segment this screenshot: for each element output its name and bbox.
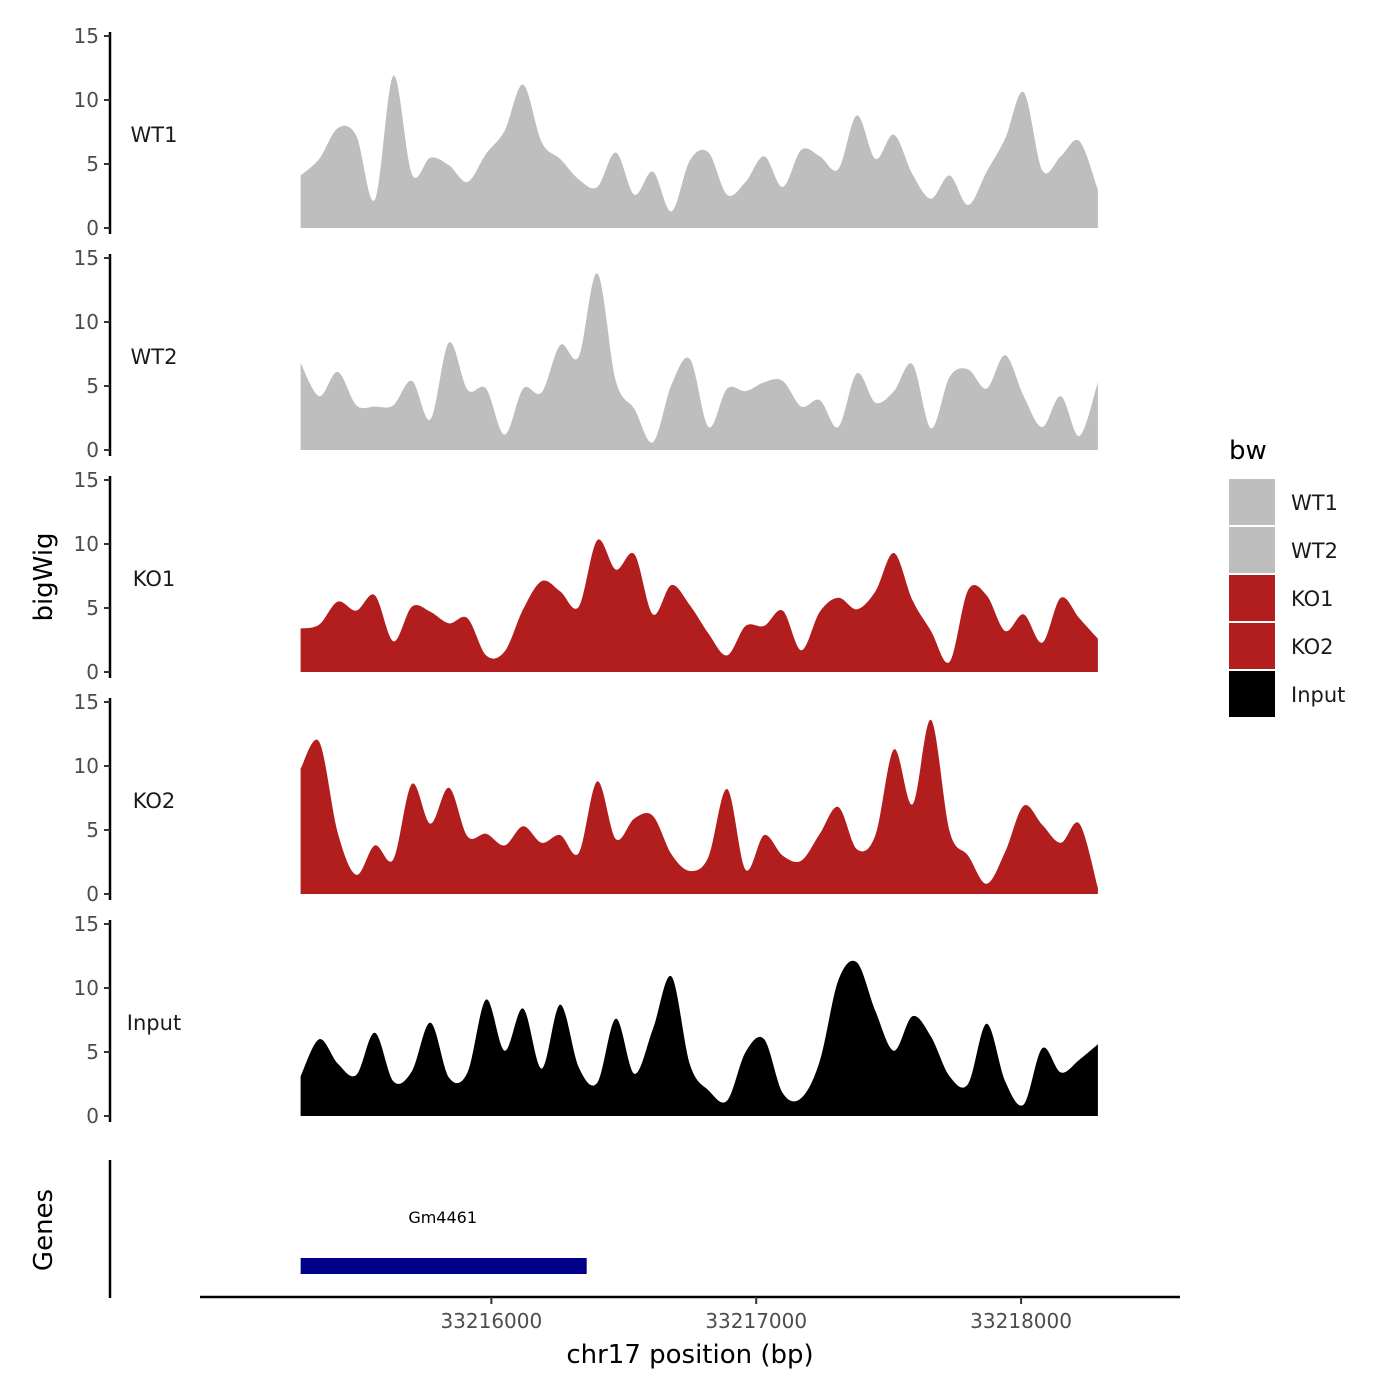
legend-label-wt2: WT2 bbox=[1291, 539, 1338, 563]
legend-key-wt2 bbox=[1229, 527, 1275, 573]
track-input: 0 5 10 15 Input bbox=[74, 912, 1098, 1128]
y-tick-label: 15 bbox=[74, 690, 99, 714]
area-wt1 bbox=[300, 75, 1098, 228]
track-label-wt1: WT1 bbox=[131, 123, 178, 147]
x-axis: 33216000 33217000 33218000 bbox=[200, 1295, 1180, 1333]
y-tick-label: 10 bbox=[74, 754, 99, 778]
track-wt2: 0 5 10 15 WT2 bbox=[74, 246, 1098, 462]
legend-label-wt1: WT1 bbox=[1291, 491, 1338, 515]
y-tick-label: 0 bbox=[86, 438, 99, 462]
y-tick-label: 15 bbox=[74, 24, 99, 48]
legend-label-input: Input bbox=[1291, 683, 1345, 707]
y-tick-label: 10 bbox=[74, 532, 99, 556]
legend-key-input bbox=[1229, 671, 1275, 717]
y-tick-label: 15 bbox=[74, 246, 99, 270]
y-tick-label: 10 bbox=[74, 310, 99, 334]
genes-axis-title: Genes bbox=[29, 1189, 59, 1271]
track-label-wt2: WT2 bbox=[131, 345, 178, 369]
track-ko1: 0 5 10 15 KO1 bbox=[74, 468, 1098, 684]
area-wt2 bbox=[300, 273, 1098, 450]
y-tick-label: 5 bbox=[86, 818, 99, 842]
y-tick-label: 10 bbox=[74, 976, 99, 1000]
legend-key-ko1 bbox=[1229, 575, 1275, 621]
y-tick-label: 5 bbox=[86, 596, 99, 620]
gene-label: Gm4461 bbox=[408, 1208, 477, 1227]
y-tick-label: 0 bbox=[86, 1104, 99, 1128]
area-ko2 bbox=[300, 719, 1098, 894]
y-tick-label: 0 bbox=[86, 660, 99, 684]
y-tick-label: 10 bbox=[74, 88, 99, 112]
track-label-ko1: KO1 bbox=[133, 567, 176, 591]
legend: bw WT1 WT2 KO1 KO2 Input bbox=[1229, 436, 1345, 717]
track-wt1: 0 5 10 15 WT1 bbox=[74, 24, 1098, 240]
legend-label-ko2: KO2 bbox=[1291, 635, 1334, 659]
y-axis-title: bigWig bbox=[29, 532, 59, 621]
y-tick-label: 15 bbox=[74, 912, 99, 936]
x-tick-label: 33218000 bbox=[970, 1309, 1072, 1333]
area-ko1 bbox=[300, 539, 1098, 672]
gene-body-gm4461 bbox=[300, 1258, 587, 1274]
legend-key-ko2 bbox=[1229, 623, 1275, 669]
gene-panel: Gm4461 bbox=[108, 1160, 587, 1298]
y-tick-label: 0 bbox=[86, 882, 99, 906]
track-label-ko2: KO2 bbox=[133, 789, 176, 813]
area-input bbox=[300, 960, 1098, 1116]
x-axis-title: chr17 position (bp) bbox=[566, 1340, 813, 1370]
y-tick-label: 15 bbox=[74, 468, 99, 492]
track-label-input: Input bbox=[127, 1011, 181, 1035]
track-ko2: 0 5 10 15 KO2 bbox=[74, 690, 1098, 906]
legend-key-wt1 bbox=[1229, 479, 1275, 525]
legend-label-ko1: KO1 bbox=[1291, 587, 1334, 611]
y-tick-label: 5 bbox=[86, 374, 99, 398]
legend-title: bw bbox=[1229, 436, 1267, 466]
x-tick-label: 33216000 bbox=[440, 1309, 542, 1333]
tracks-panel: 0 5 10 15 WT1 0 5 10 15 WT2 0 5 10 15 KO1 0 5 10 15 KO2 0 5 10… bbox=[74, 24, 1098, 1128]
y-tick-label: 0 bbox=[86, 216, 99, 240]
y-tick-label: 5 bbox=[86, 1040, 99, 1064]
x-tick-label: 33217000 bbox=[705, 1309, 807, 1333]
y-tick-label: 5 bbox=[86, 152, 99, 176]
